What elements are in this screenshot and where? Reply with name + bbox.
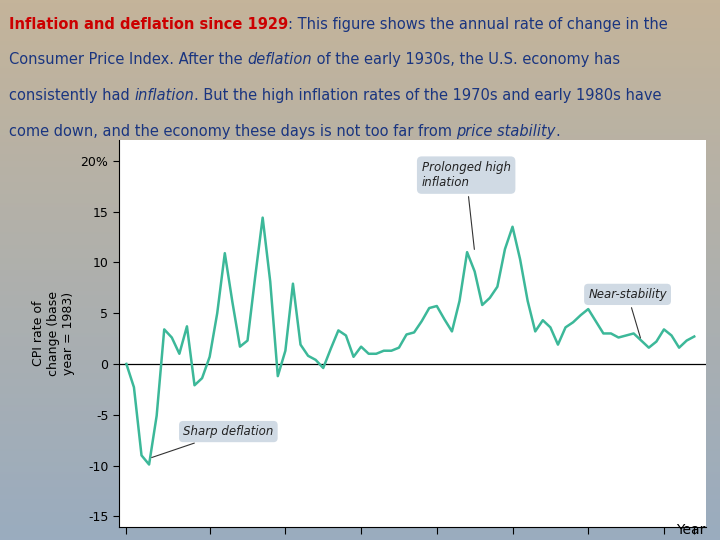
Text: Sharp deflation: Sharp deflation (152, 425, 274, 457)
Text: come down, and the economy these days is not too far from: come down, and the economy these days is… (9, 124, 456, 139)
Text: Consumer Price Index. After the: Consumer Price Index. After the (9, 52, 247, 68)
Text: consistently had: consistently had (9, 88, 134, 103)
Text: : This figure shows the annual rate of change in the: : This figure shows the annual rate of c… (288, 17, 667, 31)
Text: .: . (556, 124, 560, 139)
Text: . But the high inflation rates of the 1970s and early 1980s have: . But the high inflation rates of the 19… (194, 88, 661, 103)
Text: Near-stability: Near-stability (588, 288, 667, 338)
Text: Prolonged high
inflation: Prolonged high inflation (422, 161, 510, 249)
Text: deflation: deflation (247, 52, 312, 68)
Text: price stability: price stability (456, 124, 556, 139)
Text: Inflation and deflation since 1929: Inflation and deflation since 1929 (9, 17, 288, 31)
Y-axis label: CPI rate of
change (base
year = 1983): CPI rate of change (base year = 1983) (32, 291, 75, 376)
Text: Year: Year (676, 523, 706, 537)
Text: inflation: inflation (134, 88, 194, 103)
Text: of the early 1930s, the U.S. economy has: of the early 1930s, the U.S. economy has (312, 52, 620, 68)
